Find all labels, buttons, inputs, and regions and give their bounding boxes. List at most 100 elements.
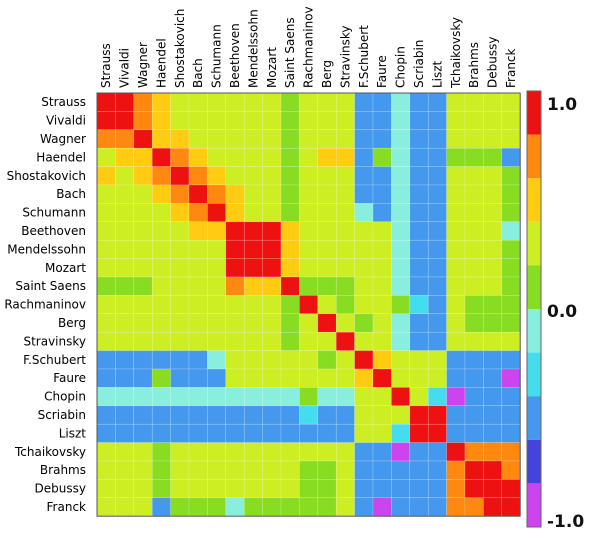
heatmap-cell — [372, 166, 392, 186]
heatmap-cell — [409, 331, 429, 351]
heatmap-cell — [225, 331, 245, 351]
heatmap-cell — [225, 203, 245, 223]
heatmap-cell — [262, 276, 282, 296]
heatmap-cell — [464, 129, 484, 149]
heatmap-cell — [151, 350, 171, 370]
heatmap-cell — [96, 331, 116, 351]
heatmap-cell — [133, 184, 153, 204]
heatmap-cell — [372, 331, 392, 351]
heatmap-cell — [354, 276, 374, 296]
heatmap-cell — [262, 221, 282, 241]
heatmap-cell — [409, 111, 429, 131]
heatmap-cell — [446, 368, 466, 388]
heatmap-cell — [115, 166, 135, 186]
heatmap-cell — [427, 221, 447, 241]
heatmap-cell — [151, 497, 171, 517]
heatmap-cell — [391, 387, 411, 407]
heatmap-cell — [372, 405, 392, 425]
heatmap-cell — [188, 129, 208, 149]
column-label: Wagner — [136, 42, 150, 88]
heatmap-cell — [483, 405, 503, 425]
heatmap-cell — [188, 239, 208, 259]
color-scale-segment — [527, 396, 541, 440]
color-scale-segment — [527, 221, 541, 266]
row-label: Stravinsky — [23, 334, 86, 348]
heatmap-cell — [133, 405, 153, 425]
heatmap-cell — [372, 258, 392, 278]
heatmap-cell — [335, 442, 355, 462]
heatmap-cell — [354, 184, 374, 204]
heatmap-cell — [262, 92, 282, 112]
heatmap-cell — [96, 203, 116, 223]
heatmap-cell — [170, 460, 190, 480]
heatmap-cell — [446, 497, 466, 517]
row-labels: Strauss Vivaldi Wagner Haendel Shostakovich B… — [4, 95, 86, 514]
color-scale-segment — [527, 178, 541, 222]
heatmap-cell — [354, 258, 374, 278]
column-label: F.Schubert — [357, 25, 371, 88]
heatmap-cell — [354, 129, 374, 149]
heatmap-cell — [280, 368, 300, 388]
heatmap-cell — [501, 350, 521, 370]
heatmap-cell — [151, 92, 171, 112]
heatmap-cell — [243, 203, 263, 223]
row-label: Mendelssohn — [7, 242, 86, 256]
heatmap-cell — [115, 350, 135, 370]
heatmap-cell — [280, 166, 300, 186]
heatmap-cell — [317, 423, 337, 443]
heatmap-cell — [115, 221, 135, 241]
heatmap-cell — [225, 350, 245, 370]
heatmap-cell — [464, 295, 484, 315]
heatmap-cell — [409, 203, 429, 223]
heatmap-cell — [280, 387, 300, 407]
heatmap-cell — [335, 460, 355, 480]
heatmap-cell — [483, 92, 503, 112]
heatmap-cell — [170, 442, 190, 462]
heatmap-cell — [115, 295, 135, 315]
heatmap-cell — [133, 497, 153, 517]
heatmap-cell — [133, 460, 153, 480]
heatmap-cell — [188, 184, 208, 204]
heatmap-cell — [391, 129, 411, 149]
heatmap-cell — [317, 295, 337, 315]
heatmap-cell — [225, 442, 245, 462]
heatmap-cell — [133, 368, 153, 388]
heatmap-cell — [151, 479, 171, 499]
heatmap-cell — [280, 221, 300, 241]
heatmap-cell — [151, 276, 171, 296]
heatmap-cell — [427, 166, 447, 186]
heatmap-cell — [133, 350, 153, 370]
heatmap-cell — [464, 460, 484, 480]
heatmap-cell — [133, 258, 153, 278]
heatmap-cell — [483, 111, 503, 131]
heatmap-cell — [133, 239, 153, 259]
heatmap-cell — [317, 368, 337, 388]
heatmap-cell — [170, 111, 190, 131]
heatmap-cell — [427, 368, 447, 388]
heatmap-cell — [483, 203, 503, 223]
heatmap-cell — [188, 147, 208, 167]
heatmap-cell — [207, 331, 227, 351]
heatmap-cell — [280, 184, 300, 204]
heatmap-cell — [446, 258, 466, 278]
heatmap-cell — [354, 203, 374, 223]
heatmap-cell — [501, 184, 521, 204]
heatmap-cell — [207, 203, 227, 223]
heatmap-cell — [243, 497, 263, 517]
heatmap-cell — [464, 184, 484, 204]
heatmap-cell — [225, 239, 245, 259]
heatmap-cell — [170, 276, 190, 296]
heatmap-cell — [427, 92, 447, 112]
heatmap-cell — [446, 331, 466, 351]
heatmap-cell — [151, 239, 171, 259]
heatmap-cell — [170, 221, 190, 241]
heatmap-cell — [262, 258, 282, 278]
heatmap-cell — [501, 423, 521, 443]
heatmap-cell — [243, 350, 263, 370]
heatmap-cell — [225, 387, 245, 407]
heatmap-cell — [96, 221, 116, 241]
heatmap-cell — [391, 350, 411, 370]
heatmap-cell — [243, 258, 263, 278]
heatmap-cell — [483, 460, 503, 480]
heatmap-cell — [427, 203, 447, 223]
